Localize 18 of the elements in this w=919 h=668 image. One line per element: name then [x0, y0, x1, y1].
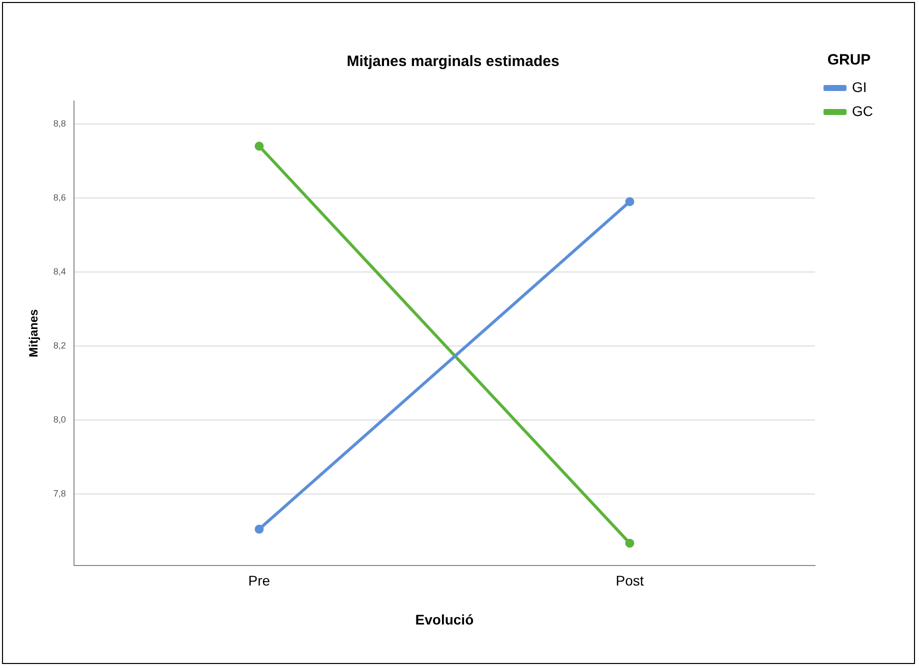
x-axis-title: Evolució	[415, 611, 474, 628]
y-tick-label: 8,8	[53, 118, 66, 128]
x-tick-label: Pre	[248, 572, 270, 589]
y-tick-label: 8,6	[53, 192, 66, 202]
legend-label: GC	[852, 102, 873, 119]
point	[254, 142, 264, 151]
legend-title: GRUP	[827, 52, 871, 69]
legend-label: GI	[852, 78, 867, 95]
y-tick-label: 7,8	[53, 488, 66, 498]
y-tick-label: 8,2	[53, 340, 66, 350]
x-tick-label: Post	[616, 572, 644, 589]
point	[625, 538, 634, 548]
y-tick-label: 8,4	[53, 266, 66, 276]
point	[254, 524, 264, 534]
y-axis-title: Mitjanes	[26, 308, 41, 358]
chart-title: Mitjanes marginals estimades	[346, 53, 560, 70]
y-tick-label: 8,0	[53, 414, 66, 424]
point	[625, 197, 634, 206]
